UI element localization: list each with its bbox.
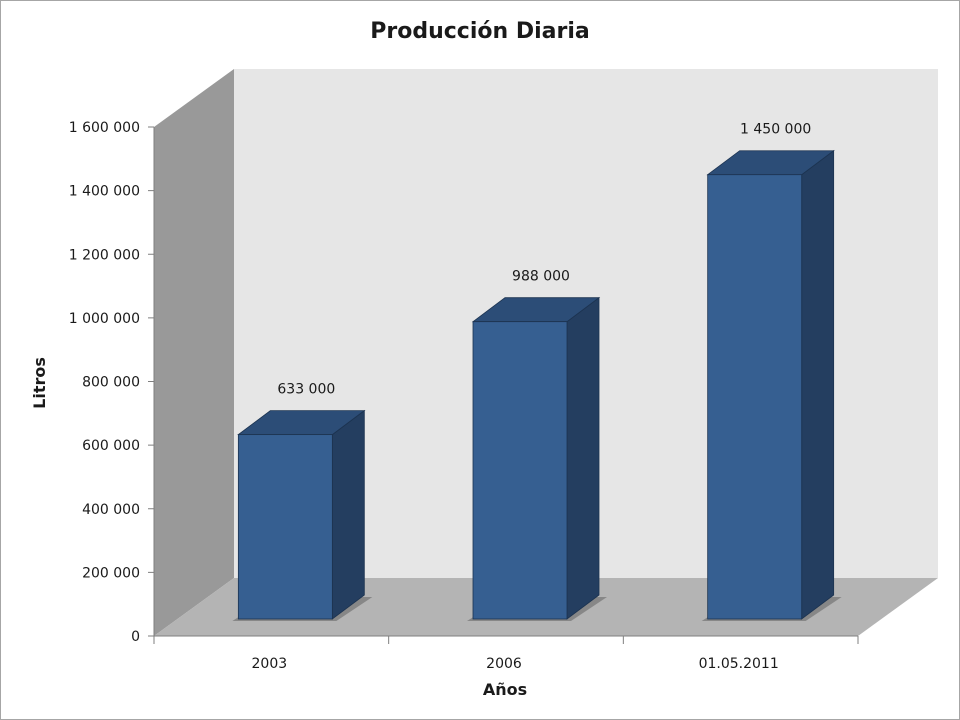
bar-side-face xyxy=(801,149,835,620)
bar-front-face xyxy=(472,321,568,620)
x-tick-label: 2003 xyxy=(252,656,288,672)
y-tick-label: 600 000 xyxy=(82,438,140,454)
x-axis: 2003 2006 01.05.2011 xyxy=(153,635,859,672)
bar-front-face xyxy=(237,434,333,620)
y-tick-label: 0 xyxy=(131,629,140,645)
y-tick-label: 1 600 000 xyxy=(69,120,140,136)
bar-side-face xyxy=(566,296,600,620)
bar-front-face xyxy=(707,174,803,620)
y-tick-label: 800 000 xyxy=(82,375,140,391)
bar-01-05-2011: 1 450 000 xyxy=(701,122,842,621)
y-tick-label: 1 400 000 xyxy=(69,184,140,200)
y-tick-label: 400 000 xyxy=(82,502,140,518)
y-axis: 0 200 000 400 000 600 000 800 000 1 000 000 1 … xyxy=(69,120,155,645)
bar-side-face xyxy=(331,409,365,620)
bar-2003: 633 000 xyxy=(232,382,373,621)
y-tick-label: 200 000 xyxy=(82,565,140,581)
x-tick-label: 01.05.2011 xyxy=(699,656,779,672)
x-tick-label: 2006 xyxy=(486,656,522,672)
data-label: 988 000 xyxy=(512,269,570,285)
bar-2006: 988 000 xyxy=(467,269,607,621)
y-axis-title: Litros xyxy=(30,357,49,409)
x-axis-title: Años xyxy=(483,680,527,699)
chart-title: Producción Diaria xyxy=(370,19,589,44)
data-label: 1 450 000 xyxy=(740,122,811,138)
bars: 633 000 988 000 1 450 000 xyxy=(232,122,842,621)
y-tick-label: 1 000 000 xyxy=(69,311,140,327)
y-tick-label: 1 200 000 xyxy=(69,247,140,263)
side-wall xyxy=(154,69,234,636)
data-label: 633 000 xyxy=(277,382,335,398)
